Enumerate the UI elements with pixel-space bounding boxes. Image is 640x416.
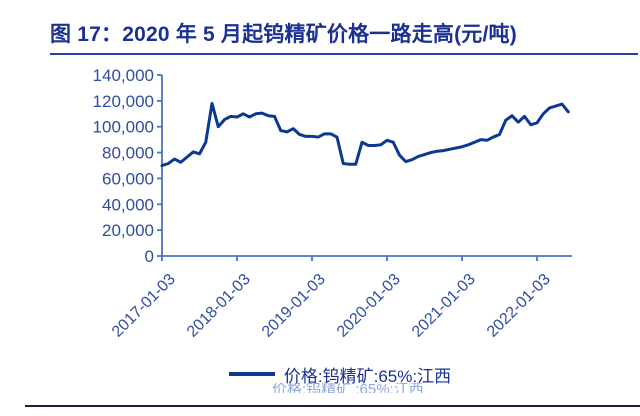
- svg-text:120,000: 120,000: [93, 92, 154, 111]
- svg-text:2017-01-03: 2017-01-03: [109, 271, 179, 341]
- svg-text:2019-01-03: 2019-01-03: [259, 271, 329, 341]
- svg-text:40,000: 40,000: [102, 195, 154, 214]
- svg-text:2018-01-03: 2018-01-03: [184, 271, 254, 341]
- figure-title: 图 17：2020 年 5 月起钨精矿价格一路走高(元/吨): [50, 18, 638, 55]
- svg-text:80,000: 80,000: [102, 144, 154, 163]
- svg-text:2022-01-03: 2022-01-03: [484, 271, 554, 341]
- svg-text:2021-01-03: 2021-01-03: [409, 271, 479, 341]
- svg-text:0: 0: [145, 247, 154, 266]
- svg-text:140,000: 140,000: [93, 66, 154, 85]
- svg-text:2020-01-03: 2020-01-03: [334, 271, 404, 341]
- legend-label: 价格:钨精矿:65%:江西: [283, 366, 452, 386]
- svg-text:60,000: 60,000: [102, 169, 154, 188]
- svg-text:100,000: 100,000: [93, 118, 154, 137]
- bottom-divider: [25, 405, 640, 407]
- legend-line-swatch: [228, 372, 275, 376]
- svg-text:20,000: 20,000: [102, 221, 154, 240]
- cropped-next-legend-text: 价格:钨精矿 :65%:江西: [272, 383, 424, 393]
- chart-legend: 价格:钨精矿:65%:江西: [0, 362, 640, 386]
